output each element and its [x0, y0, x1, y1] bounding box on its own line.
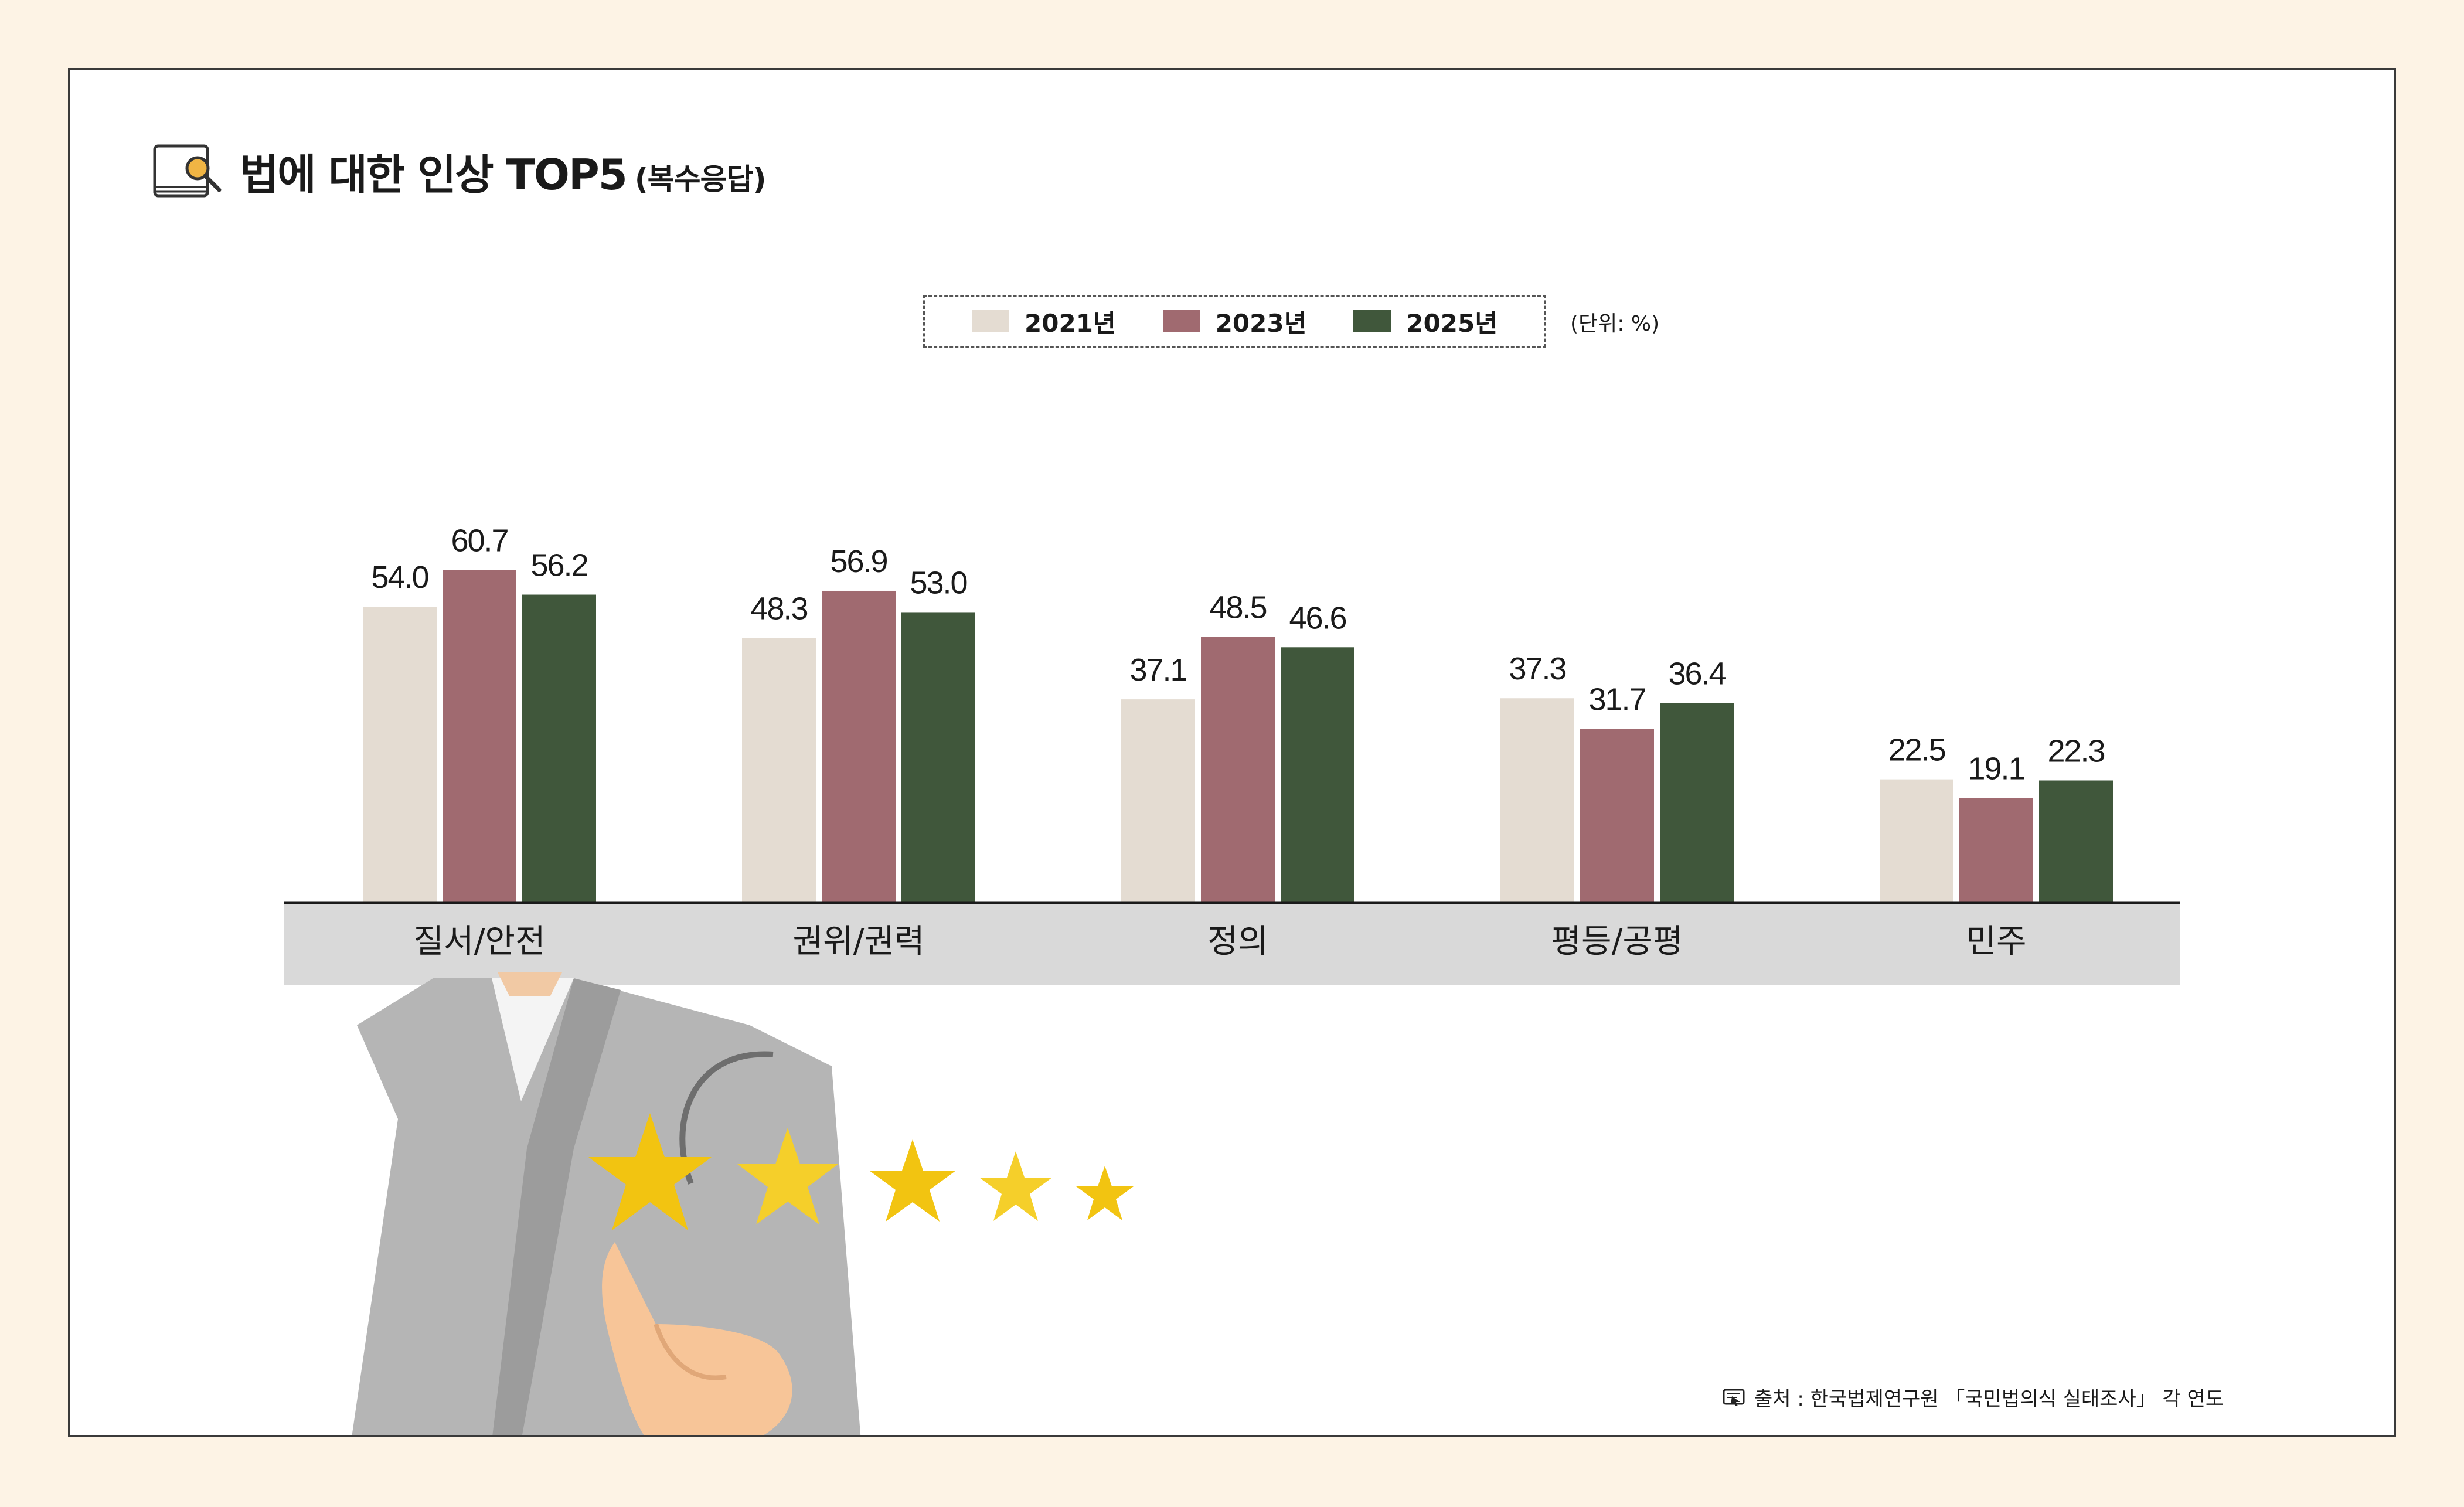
value-label: 48.5	[1209, 590, 1266, 625]
value-label: 31.7	[1588, 682, 1645, 717]
legend-item-2023: 2023년	[1162, 304, 1307, 339]
legend-item-2025: 2025년	[1353, 304, 1498, 339]
infographic-card: 법에 대한 인상 TOP5 (복수응답) 2021년 2023년 2025년 (단…	[68, 68, 2396, 1437]
category-label: 평등/공평	[1551, 923, 1683, 961]
chart-title: 법에 대한 인상 TOP5 (복수응답)	[240, 140, 767, 202]
legend-swatch-2025	[1353, 310, 1391, 332]
source-note: 출처 : 한국법제연구원 「국민법의식 실태조사」 각 연도	[1723, 1383, 2224, 1411]
category-label: 정의	[1207, 923, 1268, 961]
star-icon-1	[588, 1113, 712, 1230]
bar-2021년-질서/안전	[363, 607, 437, 903]
jacket-shadow	[492, 978, 621, 1435]
star-icon-4	[979, 1151, 1052, 1221]
document-pointer-icon	[1723, 1389, 1745, 1406]
value-label: 56.9	[830, 544, 887, 579]
value-label: 37.1	[1129, 652, 1186, 688]
value-label: 19.1	[1968, 751, 2024, 786]
bar-2025년-권위/권력	[901, 612, 975, 903]
value-label: 48.3	[750, 591, 807, 626]
book-search-icon	[153, 144, 222, 198]
chart-legend: 2021년 2023년 2025년	[923, 295, 1546, 348]
jacket-shape	[352, 978, 861, 1435]
legend-label-2025: 2025년	[1406, 308, 1498, 338]
finger-detail	[654, 1323, 727, 1380]
pointing-hand	[602, 1242, 792, 1435]
value-label: 22.5	[1888, 733, 1945, 768]
star-icon-3	[869, 1139, 956, 1222]
value-label: 53.0	[910, 565, 966, 600]
title-subtitle: (복수응답)	[634, 162, 767, 196]
star-icons	[588, 1113, 1134, 1230]
bar-chart: 54.0 60.7 56.2 질서/안전 48.3 56.9 53.0 권위/권력 37.1 48…	[284, 523, 2180, 961]
bar-2023년-민주	[1959, 798, 2033, 903]
legend-item-2021: 2021년	[972, 304, 1116, 339]
legend-swatch-2023	[1162, 310, 1200, 332]
bar-2025년-평등/공평	[1660, 703, 1734, 903]
value-label: 22.3	[2047, 733, 2104, 768]
bar-2021년-평등/공평	[1500, 698, 1574, 903]
bar-2021년-민주	[1880, 779, 1953, 903]
value-label: 60.7	[451, 523, 508, 558]
legend-label-2023: 2023년	[1215, 308, 1307, 338]
category-label: 질서/안전	[414, 923, 546, 961]
unit-label: (단위: %)	[1570, 312, 1660, 336]
neck-skin	[498, 972, 562, 996]
value-label: 36.4	[1668, 656, 1726, 692]
title-main: 법에 대한 인상 TOP5	[240, 150, 628, 199]
value-label: 56.2	[530, 548, 587, 583]
value-label: 46.6	[1289, 600, 1346, 635]
bar-2023년-권위/권력	[822, 590, 896, 903]
category-label: 권위/권력	[793, 923, 925, 961]
bar-2023년-질서/안전	[443, 570, 516, 903]
rating-illustration	[352, 972, 1134, 1435]
value-label: 37.3	[1509, 651, 1565, 686]
value-label: 54.0	[371, 560, 428, 595]
bar-2025년-정의	[1281, 647, 1354, 903]
star-icon-2	[737, 1128, 838, 1224]
shirt-collar	[492, 978, 574, 1101]
legend-swatch-2021	[972, 310, 1010, 332]
bar-2025년-질서/안전	[522, 594, 596, 903]
bar-2021년-정의	[1121, 699, 1195, 903]
legend-label-2021: 2021년	[1025, 308, 1116, 338]
category-band	[284, 903, 2180, 985]
bar-2023년-평등/공평	[1580, 729, 1654, 903]
bar-2025년-민주	[2039, 780, 2113, 903]
bar-2023년-정의	[1201, 637, 1275, 903]
source-text: 출처 : 한국법제연구원 「국민법의식 실태조사」 각 연도	[1754, 1387, 2224, 1411]
star-icon-5	[1076, 1166, 1134, 1220]
category-label: 민주	[1966, 923, 2026, 961]
bar-2021년-권위/권력	[742, 638, 816, 903]
